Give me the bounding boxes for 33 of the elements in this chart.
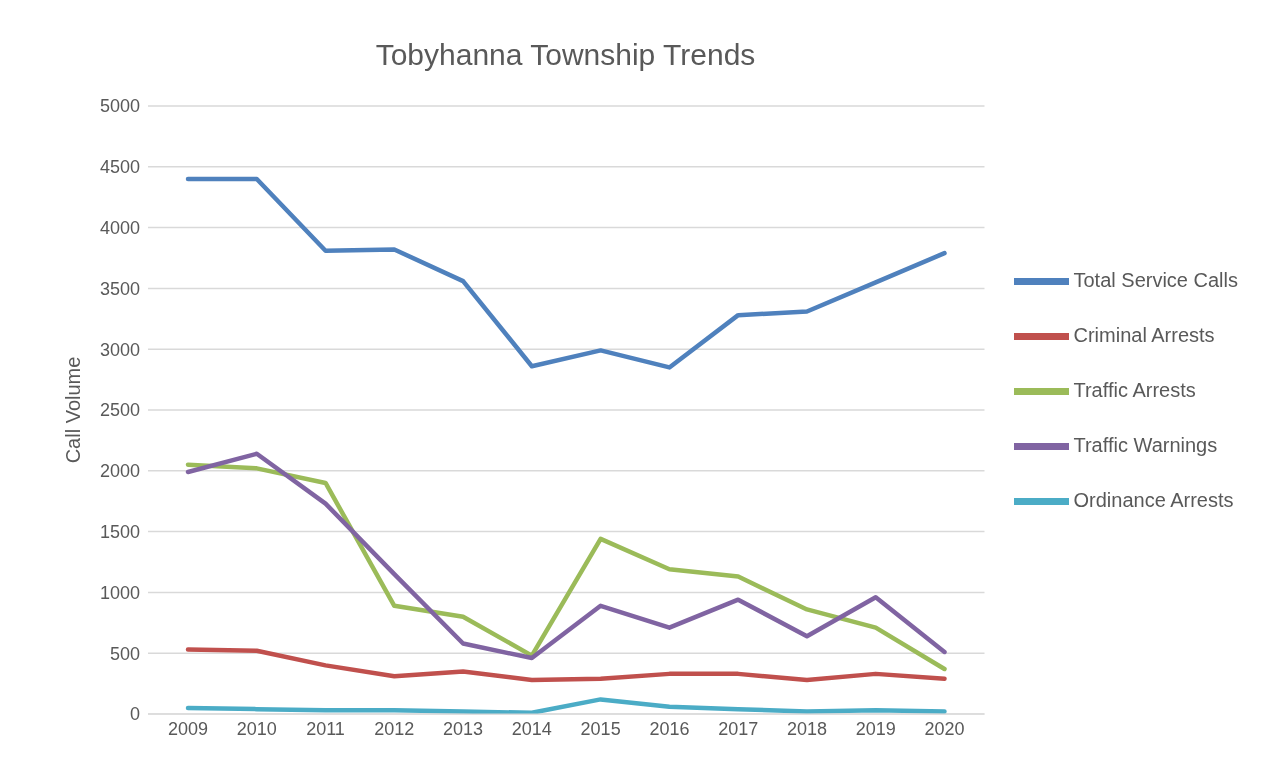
y-tick-label: 5000 [99,96,140,117]
x-tick-label: 2020 [924,718,965,739]
y-tick-label: 4000 [99,217,140,238]
y-tick-label: 500 [109,643,140,664]
y-tick-label: 4500 [99,157,140,178]
line-series [185,697,947,714]
y-axis-title: Call Volume [62,356,85,464]
x-tick-label: 2016 [649,718,690,739]
x-tick-label: 2017 [718,718,759,739]
y-tick-label: 3500 [99,278,140,299]
legend-label: Traffic Arrests [1073,378,1196,401]
x-tick-label: 2015 [580,718,621,739]
chart-title: Tobyhanna Township Trends [374,38,757,72]
y-tick-label: 1000 [99,582,140,603]
y-tick-label: 0 [129,704,140,725]
x-tick-label: 2012 [374,718,415,739]
x-tick-label: 2013 [443,718,484,739]
y-tick-label: 3000 [99,339,140,360]
legend-label: Criminal Arrests [1073,323,1215,346]
legend-label: Traffic Warnings [1073,433,1218,456]
x-tick-label: 2018 [786,718,827,739]
x-tick-label: 2009 [167,718,209,739]
y-tick-label: 2000 [99,461,140,482]
legend-label: Total Service Calls [1073,268,1238,291]
line-series [185,176,947,370]
y-tick-label: 2500 [99,400,140,421]
x-tick-label: 2011 [306,718,345,739]
legend-label: Ordinance Arrests [1073,488,1234,511]
line-series [185,647,947,683]
x-tick-label: 2010 [236,718,277,739]
y-tick-label: 1500 [99,521,140,542]
x-tick-label: 2019 [855,718,896,739]
x-tick-label: 2014 [511,718,552,739]
